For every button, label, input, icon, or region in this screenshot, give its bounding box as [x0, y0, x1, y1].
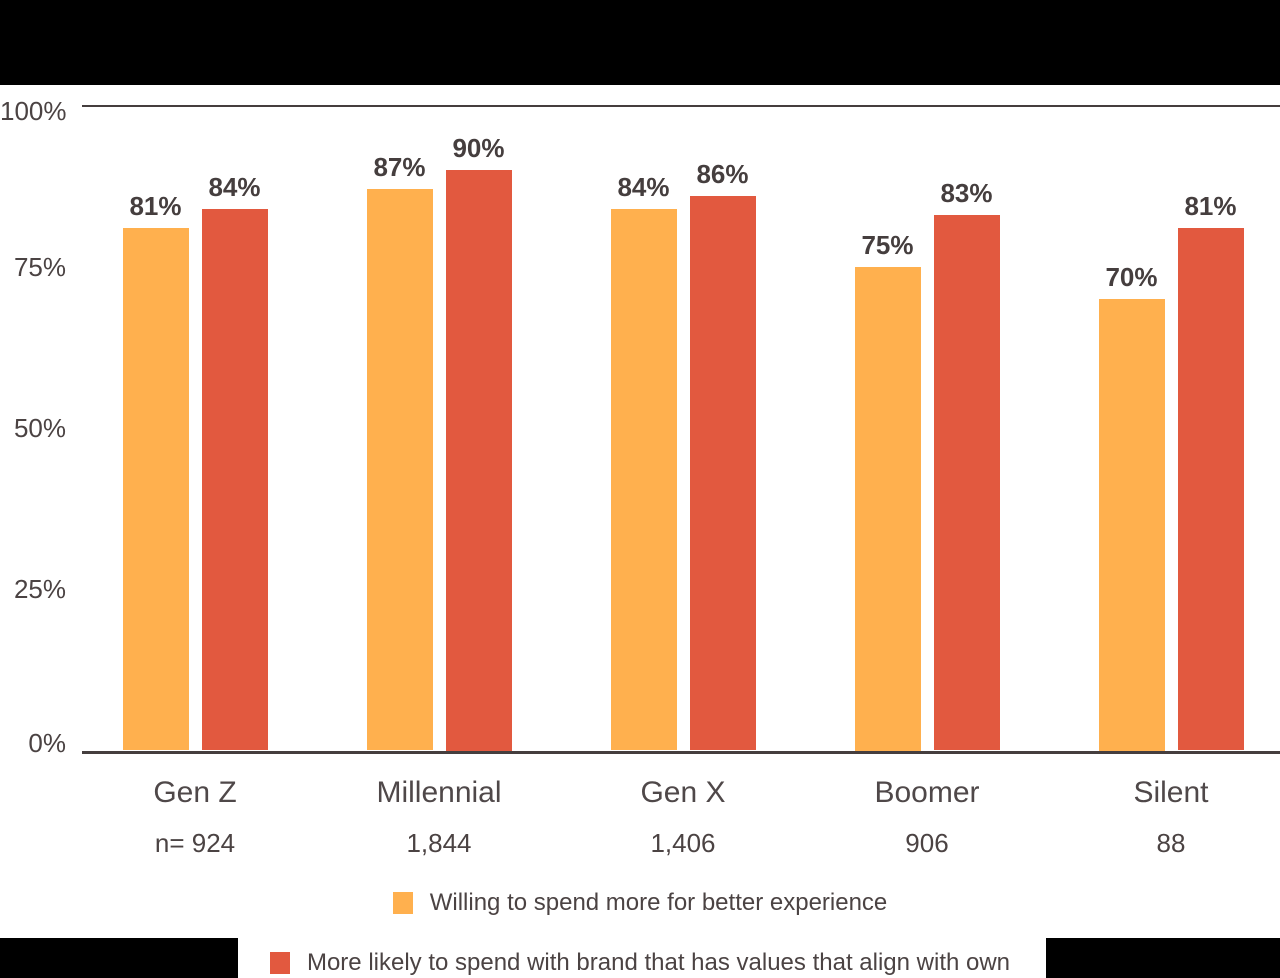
axis-baseline: [82, 750, 1280, 754]
legend-row-2: More likely to spend with brand that has…: [0, 947, 1280, 978]
legend-swatch-series2: [269, 952, 290, 974]
bar-series1: [366, 189, 433, 751]
category-label: Silent: [1133, 776, 1209, 809]
bar-value-label: 86%: [696, 158, 749, 189]
y-tick-label: 0%: [28, 727, 66, 758]
legend-label-series2: More likely to spend with brand that has…: [306, 949, 1011, 976]
bar-value-label: 70%: [1105, 262, 1158, 292]
sample-size-label: 1,406: [650, 828, 716, 858]
bar-series1: [610, 208, 677, 751]
bar-value-label: 81%: [1184, 191, 1237, 222]
bottom-black-right: [1046, 938, 1280, 978]
bar-value-label: 83%: [940, 178, 993, 209]
sample-size-label: 1,844: [406, 828, 472, 858]
sample-size-label: n= 924: [154, 828, 236, 858]
bar-value-label: 87%: [373, 152, 426, 183]
gridline-100pct: [82, 104, 1280, 107]
bar-value-label: 84%: [617, 171, 670, 202]
top-black-band: [0, 0, 1280, 85]
bar-series1: [122, 228, 189, 751]
bar-series2: [689, 195, 756, 751]
y-tick-label: 100%: [0, 95, 67, 126]
sample-size-label: 906: [905, 828, 949, 858]
bar-series2: [445, 170, 512, 751]
bar-series2: [201, 208, 268, 751]
bar-value-label: 90%: [452, 133, 505, 163]
bar-value-label: 84%: [208, 171, 261, 202]
bar-value-label: 75%: [861, 229, 914, 260]
bar-value-label: 81%: [129, 191, 182, 222]
y-tick-label: 75%: [13, 251, 66, 282]
category-label: Millennial: [376, 776, 502, 809]
category-label: Gen Z: [153, 776, 237, 809]
sample-size-label: 88: [1156, 828, 1186, 858]
bar-series1: [1098, 299, 1165, 751]
category-label: Gen X: [640, 776, 726, 809]
bar-series1: [854, 266, 921, 751]
bottom-black-left: [0, 938, 238, 978]
legend-row-1: Willing to spend more for better experie…: [0, 887, 1280, 919]
category-label: Boomer: [874, 776, 980, 809]
bar-series2: [1177, 228, 1244, 751]
y-tick-label: 50%: [13, 413, 66, 443]
bar-series2: [933, 215, 1000, 751]
legend-label-series1: Willing to spend more for better experie…: [429, 889, 888, 916]
legend-swatch-series1: [392, 892, 413, 914]
y-tick-label: 25%: [13, 574, 66, 605]
